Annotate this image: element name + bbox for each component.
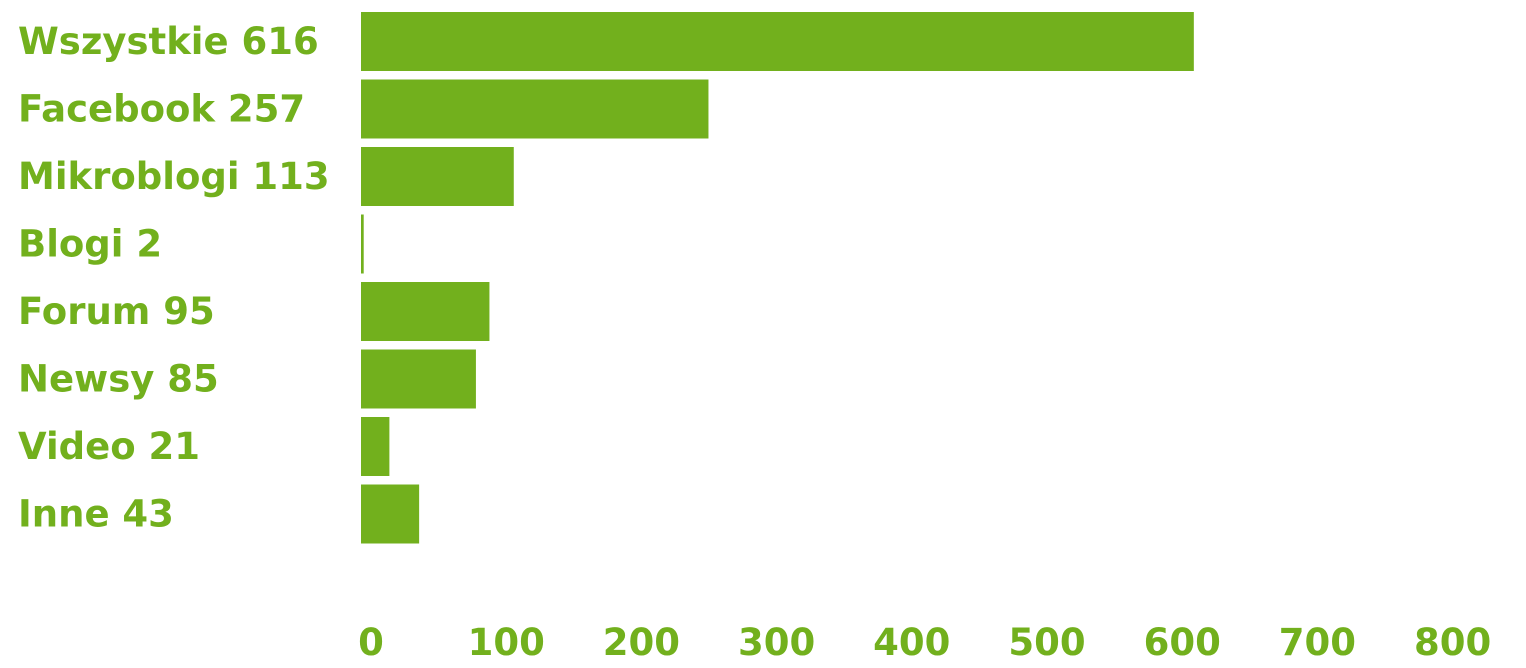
x-tick-label: 200 (603, 621, 680, 664)
bar-newsy (361, 349, 476, 409)
bar-forum (361, 282, 490, 341)
x-tick-label: 400 (873, 621, 950, 664)
category-labels: Wszystkie 616 Facebook 257 Mikroblogi 113 B… (18, 20, 330, 536)
bar-facebook (361, 79, 709, 139)
category-label-forum: Forum 95 (18, 290, 215, 333)
category-label-newsy: Newsy 85 (18, 358, 219, 401)
bar-video (361, 417, 390, 476)
bar-wszystkie (361, 12, 1194, 71)
bar-blogi (361, 214, 364, 274)
category-label-blogi: Blogi 2 (18, 223, 162, 266)
x-axis-ticks: 0 100 200 300 400 500 600 700 800 (358, 621, 1491, 664)
category-label-facebook: Facebook 257 (18, 88, 305, 131)
category-label-inne: Inne 43 (18, 493, 174, 536)
category-label-wszystkie: Wszystkie 616 (18, 20, 319, 63)
x-tick-label: 800 (1414, 621, 1491, 664)
x-tick-label: 0 (358, 621, 384, 664)
bar-mikroblogi (361, 147, 514, 206)
bars-layer (361, 12, 1194, 544)
category-label-mikroblogi: Mikroblogi 113 (18, 155, 330, 198)
x-tick-label: 600 (1144, 621, 1221, 664)
x-tick-label: 500 (1008, 621, 1085, 664)
x-tick-label: 300 (738, 621, 815, 664)
category-label-video: Video 21 (18, 425, 200, 468)
x-tick-label: 100 (468, 621, 545, 664)
x-tick-label: 700 (1279, 621, 1356, 664)
bar-inne (361, 484, 420, 544)
